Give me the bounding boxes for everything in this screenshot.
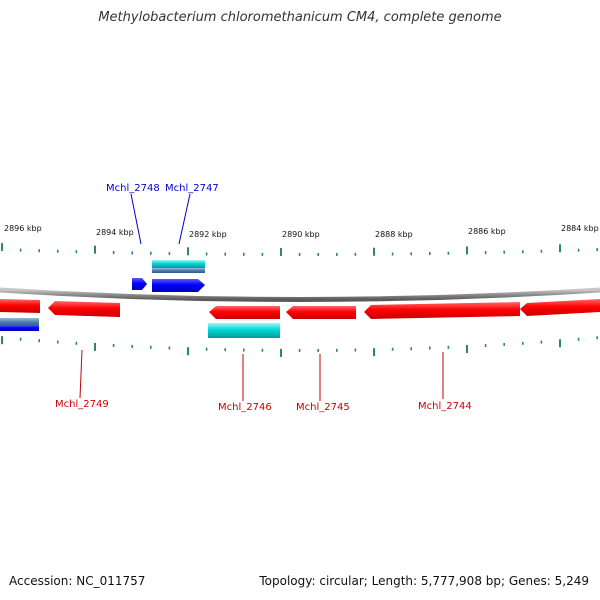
reverse-strand-features	[0, 299, 600, 338]
accession-label: Accession: NC_011757	[9, 574, 146, 588]
gene-label-mchl-2744[interactable]: Mchl_2744	[418, 401, 472, 412]
gene-label-mchl-2748[interactable]: Mchl_2748	[106, 183, 160, 194]
label-leaders	[79, 193, 444, 401]
gene-arrow-mchl-2749[interactable]	[48, 301, 120, 317]
scale-label-2894: 2894 kbp	[96, 228, 134, 237]
rna-feature-bar-2	[208, 323, 280, 338]
scale-label-2892: 2892 kbp	[189, 230, 227, 239]
leader-mchl-2748	[130, 193, 142, 245]
scale-label-2888: 2888 kbp	[375, 230, 413, 239]
gene-arrow-mchl-2746[interactable]	[209, 306, 280, 319]
leader-mchl-2747	[178, 193, 191, 245]
edge-cds-feature-bar	[0, 325, 39, 331]
scale-label-2884: 2884 kbp	[561, 224, 599, 233]
scale-labels: 2896 kbp 2894 kbp 2892 kbp 2890 kbp 2888…	[4, 224, 599, 239]
scale-label-2890: 2890 kbp	[282, 230, 320, 239]
gene-arrow-edge-right[interactable]	[520, 299, 600, 316]
scale-label-2896: 2896 kbp	[4, 224, 42, 233]
gene-arrow-edge-left[interactable]	[0, 299, 40, 313]
scale-ticks-top	[1, 243, 599, 256]
rna-feature-bar	[152, 260, 205, 268]
scale-ticks-bottom	[1, 336, 599, 357]
edge-rna-feature-bar	[0, 318, 39, 326]
leader-mchl-2749	[79, 349, 83, 399]
gene-arrow-mchl-2748[interactable]	[132, 278, 147, 290]
genome-stats-label: Topology: circular; Length: 5,777,908 bp…	[259, 574, 589, 588]
gene-label-mchl-2747[interactable]: Mchl_2747	[165, 183, 219, 194]
gene-arrow-mchl-2744[interactable]	[364, 302, 520, 319]
genome-backbone	[0, 287, 600, 302]
cds-feature-bar	[152, 268, 205, 273]
gene-label-mchl-2746[interactable]: Mchl_2746	[218, 402, 272, 413]
gene-labels: Mchl_2748 Mchl_2747 Mchl_2749 Mchl_2746 …	[55, 183, 472, 413]
gene-label-mchl-2745[interactable]: Mchl_2745	[296, 402, 350, 413]
scale-label-2886: 2886 kbp	[468, 227, 506, 236]
forward-strand-features	[0, 260, 205, 331]
gene-label-mchl-2749[interactable]: Mchl_2749	[55, 399, 109, 410]
gene-arrow-mchl-2747[interactable]	[152, 279, 205, 292]
map-title: Methylobacterium chloromethanicum CM4, c…	[98, 10, 502, 25]
gene-arrow-mchl-2745[interactable]	[286, 306, 356, 319]
